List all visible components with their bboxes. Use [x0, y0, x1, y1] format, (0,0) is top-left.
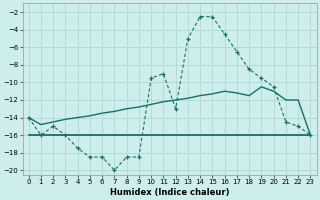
X-axis label: Humidex (Indice chaleur): Humidex (Indice chaleur) — [110, 188, 229, 197]
